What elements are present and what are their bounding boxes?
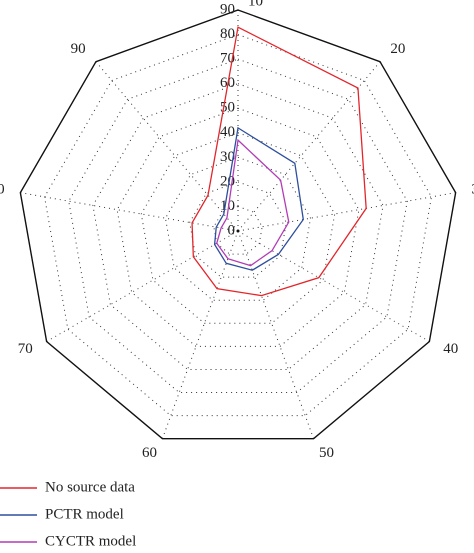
r-tick-label: 10 <box>220 198 235 214</box>
category-label: 50 <box>319 445 334 461</box>
spoke <box>237 61 381 232</box>
category-label: 40 <box>443 341 458 357</box>
series-line <box>213 126 304 271</box>
grid-ring <box>213 205 263 255</box>
r-tick-label: 30 <box>220 149 235 165</box>
spoke <box>237 230 315 439</box>
grid-ring <box>116 107 360 347</box>
category-label: 20 <box>390 41 405 57</box>
grid-ring <box>140 132 336 324</box>
category-label: 60 <box>142 445 157 461</box>
spoke <box>237 192 456 232</box>
category-label: 70 <box>18 341 33 357</box>
spoke <box>46 230 239 342</box>
r-tick-label: 0 <box>228 222 236 238</box>
legend-label: PCTR model <box>45 506 124 522</box>
spoke <box>20 192 239 232</box>
category-label: 10 <box>248 0 263 9</box>
spoke <box>237 230 430 342</box>
legend-label: No source data <box>45 479 135 495</box>
grid-ring <box>189 181 287 278</box>
r-tick-label: 90 <box>220 1 235 17</box>
category-label: 90 <box>71 41 86 57</box>
category-label: 30 <box>471 181 474 197</box>
center-dot <box>236 229 240 233</box>
r-tick-label: 80 <box>220 26 235 42</box>
spoke <box>161 230 239 439</box>
series-line <box>191 26 367 297</box>
spoke <box>95 61 239 232</box>
legend-label: CYCTR model <box>45 533 136 549</box>
grid-ring <box>164 156 312 301</box>
series-line <box>216 138 290 267</box>
r-tick-label: 40 <box>220 124 235 140</box>
category-label: 80 <box>0 181 5 197</box>
grid-ring <box>92 83 384 370</box>
outer-ring <box>19 9 457 440</box>
